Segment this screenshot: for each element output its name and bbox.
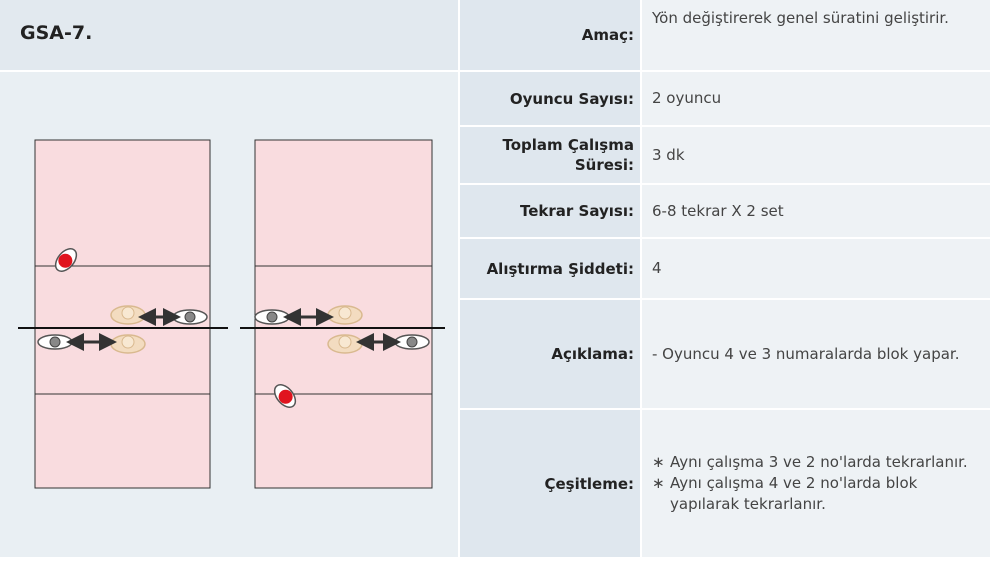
row-value: 6-8 tekrar X 2 set — [642, 185, 990, 237]
label-text: Alıştırma Şiddeti: — [486, 259, 634, 278]
variation-item: Aynı çalışma 4 ve 2 no'larda blok yapıla… — [652, 473, 980, 515]
title: GSA-7. — [20, 22, 93, 44]
court-left — [18, 139, 228, 489]
row-label: Çeşitleme: — [460, 410, 640, 557]
label-text: Çeşitleme: — [544, 474, 634, 493]
row-label: Tekrar Sayısı: — [460, 185, 640, 237]
variation-item: Aynı çalışma 3 ve 2 no'larda tekrarlanır… — [652, 452, 980, 473]
row-value: 2 oyuncu — [642, 72, 990, 125]
row-value: Aynı çalışma 3 ve 2 no'larda tekrarlanır… — [642, 410, 990, 557]
row-value: 3 dk — [642, 127, 990, 183]
table-row: Amaç: Yön değiştirerek genel süratini gel… — [460, 0, 990, 70]
value-text: 6-8 tekrar X 2 set — [652, 201, 784, 220]
table-row: Alıştırma Şiddeti: 4 — [460, 239, 990, 298]
row-label: Amaç: — [460, 0, 640, 70]
table-row: Çeşitleme: Aynı çalışma 3 ve 2 no'larda t… — [460, 410, 990, 557]
label-text: Toplam Çalışma Süresi: — [502, 136, 635, 174]
header: GSA-7. — [0, 0, 458, 70]
court-diagram — [18, 139, 445, 489]
value-text: Yön değiştirerek genel süratini geliştir… — [652, 9, 949, 27]
row-label: Toplam Çalışma Süresi: — [460, 127, 640, 183]
drill-diagram — [0, 72, 458, 557]
row-value: Yön değiştirerek genel süratini geliştir… — [642, 0, 990, 70]
court-right — [240, 139, 445, 489]
label-text: Amaç: — [581, 26, 634, 44]
value-text: 3 dk — [652, 145, 685, 164]
row-label: Oyuncu Sayısı: — [460, 72, 640, 125]
table-row: Oyuncu Sayısı: 2 oyuncu — [460, 72, 990, 125]
row-value: 4 — [642, 239, 990, 298]
label-text: Tekrar Sayısı: — [520, 202, 634, 220]
label-text: Açıklama: — [551, 345, 634, 363]
row-value: - Oyuncu 4 ve 3 numaralarda blok yapar. — [642, 300, 990, 408]
value-text: - Oyuncu 4 ve 3 numaralarda blok yapar. — [652, 344, 960, 363]
table-row: Toplam Çalışma Süresi: 3 dk — [460, 127, 990, 183]
row-label: Açıklama: — [460, 300, 640, 408]
table-row: Tekrar Sayısı: 6-8 tekrar X 2 set — [460, 185, 990, 237]
row-label: Alıştırma Şiddeti: — [460, 239, 640, 298]
label-text: Oyuncu Sayısı: — [509, 89, 634, 108]
info-table: Amaç: Yön değiştirerek genel süratini gel… — [460, 0, 990, 557]
variation-list: Aynı çalışma 3 ve 2 no'larda tekrarlanır… — [652, 452, 980, 515]
value-text: 2 oyuncu — [652, 89, 722, 107]
table-row: Açıklama: - Oyuncu 4 ve 3 numaralarda blo… — [460, 300, 990, 408]
value-text: 4 — [652, 259, 662, 277]
